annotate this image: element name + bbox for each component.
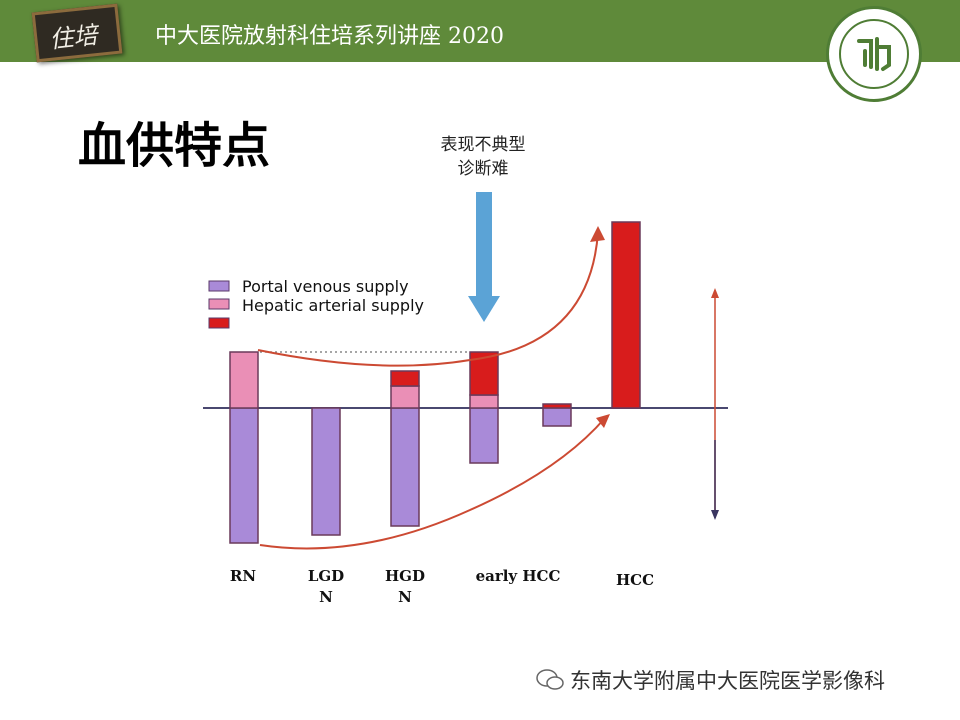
category-label-early-hcc: early HCC: [475, 567, 561, 585]
category-label-hgdn: HGD N: [385, 567, 425, 606]
down-arrow-icon: [468, 192, 500, 322]
category-label-rn: RN: [229, 567, 257, 585]
bar-hepatic-arterial: [229, 351, 259, 409]
double-arrow-icon: [711, 288, 719, 520]
hospital-seal-icon: [826, 6, 922, 102]
bar-hepatic-arterial: [390, 385, 420, 409]
category-label-hcc: HCC: [615, 571, 655, 589]
banner-title: 中大医院放射科住培系列讲座 2020: [155, 24, 504, 49]
footer-source: 东南大学附属中大医院医学影像科: [570, 669, 885, 693]
bar-hepatic-arterial: [469, 394, 499, 409]
bar-portal-venous: [311, 407, 341, 536]
header-banner: 住培 中大医院放射科住培系列讲座 2020: [0, 0, 960, 63]
legend-swatch: [208, 280, 230, 292]
legend-swatch: [208, 298, 230, 310]
legend-label-portal: Portal venous supply: [242, 277, 409, 296]
legend-swatch: [208, 317, 230, 329]
bar-portal-venous: [469, 407, 499, 464]
category-label-lgdn: LGD N: [307, 567, 345, 606]
legend-label-arterial: Hepatic arterial supply: [242, 296, 424, 315]
lower-trend-arrow: [259, 414, 610, 550]
page-title: 血供特点: [78, 118, 271, 174]
bar-red-segment: [390, 370, 420, 387]
annotation-text: 表现不典型 诊断难: [440, 135, 526, 179]
bar-hcc-red: [611, 221, 641, 409]
bar-portal-venous: [229, 407, 259, 544]
bar-portal-venous: [542, 407, 572, 427]
upper-trend-arrow: [257, 226, 605, 367]
wechat-icon: [536, 669, 564, 690]
bar-red-segment: [542, 403, 572, 409]
bar-portal-venous: [390, 407, 420, 527]
